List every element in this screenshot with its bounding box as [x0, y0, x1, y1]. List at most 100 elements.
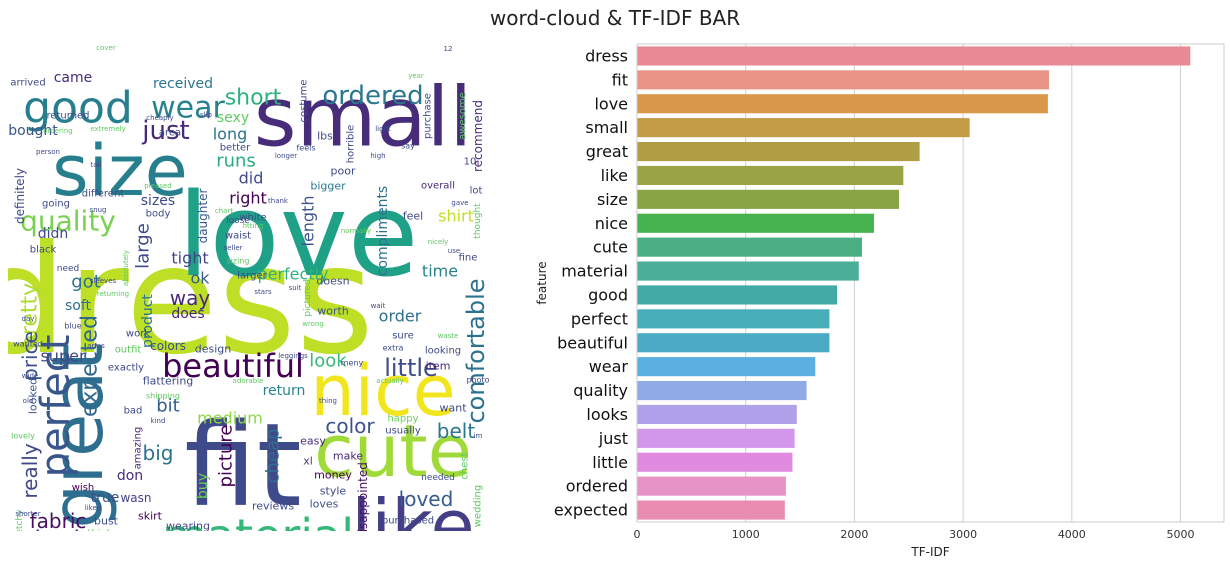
- cloud-word: blue: [64, 322, 81, 331]
- cloud-word: does: [171, 306, 204, 322]
- cloud-word: outfit: [115, 345, 142, 356]
- cloud-word: sleeves: [90, 277, 117, 285]
- x-tick-label: 3000: [949, 528, 977, 541]
- bar: [637, 452, 793, 472]
- bar: [637, 428, 795, 448]
- cloud-word: kind: [151, 417, 166, 425]
- cloud-word: sizes: [141, 193, 175, 209]
- cloud-word: high: [370, 152, 385, 160]
- cloud-word: cover: [96, 44, 116, 52]
- cloud-word: larger: [237, 271, 267, 282]
- cloud-word: perfectly: [257, 265, 328, 284]
- bar: [637, 46, 1191, 66]
- cloud-word: ordering: [43, 127, 73, 135]
- cloud-word: little: [384, 354, 438, 382]
- cloud-word: adorable: [233, 377, 264, 385]
- cloud-word: sizing: [227, 257, 250, 266]
- cloud-word: small: [254, 71, 472, 166]
- cloud-word: old: [23, 397, 34, 405]
- cloud-word: long: [213, 125, 248, 144]
- cloud-word: picture: [216, 425, 237, 488]
- cloud-word: sexy: [217, 110, 249, 126]
- cloud-word: colors: [150, 339, 186, 353]
- cloud-word: belt: [437, 419, 476, 443]
- cloud-word: extra: [383, 344, 404, 353]
- bar: [637, 261, 859, 281]
- cloud-word: wasn: [120, 491, 151, 505]
- cloud-word: going: [42, 199, 70, 210]
- cloud-word: length: [299, 196, 318, 247]
- cloud-word: absolutely: [122, 250, 130, 286]
- cloud-word: dress: [8, 214, 374, 388]
- cloud-word: fitting: [243, 222, 264, 230]
- cloud-word: costume: [299, 80, 310, 123]
- cloud-word: like: [351, 484, 474, 531]
- cloud-word: color: [325, 414, 375, 438]
- y-tick-label: quality: [573, 381, 628, 400]
- cloud-word: look: [309, 351, 347, 372]
- cloud-word: feels: [296, 144, 315, 153]
- cloud-word: poor: [331, 165, 356, 178]
- cloud-word: pleased: [144, 182, 171, 190]
- y-tick-label: small: [585, 118, 628, 137]
- cloud-word: actually: [376, 377, 404, 385]
- word-cloud: dresslovefitsmallsizenicecutegreatlikema…: [8, 44, 490, 532]
- cloud-word: tall: [91, 161, 102, 169]
- cloud-word: chest: [460, 452, 471, 479]
- cloud-word: easy: [300, 435, 326, 448]
- cloud-word: fine: [459, 253, 478, 264]
- cloud-word: worth: [317, 305, 349, 318]
- cloud-word: item: [426, 360, 451, 373]
- cloud-word: thank: [268, 197, 289, 205]
- cloud-word: wedding: [473, 485, 484, 528]
- cloud-word: suit: [289, 284, 302, 292]
- cloud-word: order: [379, 307, 422, 326]
- cloud-word: work: [126, 329, 150, 340]
- bar: [637, 357, 816, 377]
- cloud-word: slip: [200, 111, 213, 119]
- cloud-word: cheaply: [146, 114, 173, 122]
- bar: [637, 476, 786, 496]
- cloud-word: reviews: [252, 500, 294, 513]
- cloud-word: love: [177, 169, 418, 303]
- cloud-word: flattering: [143, 375, 194, 388]
- cloud-word: great: [37, 343, 119, 528]
- cloud-word: looked: [27, 378, 40, 414]
- cloud-word: purchased: [382, 516, 434, 527]
- y-tick-label: perfect: [571, 309, 628, 328]
- y-tick-label: expected: [554, 501, 628, 520]
- cloud-word: comfortable: [462, 278, 490, 423]
- y-tick-label: great: [586, 142, 628, 161]
- cloud-word: 10: [464, 157, 477, 168]
- cloud-word: money: [314, 469, 352, 482]
- cloud-word: extremely: [90, 125, 125, 133]
- cloud-word: wearing: [166, 520, 210, 532]
- cloud-word: beautiful: [162, 347, 304, 385]
- cloud-word: material: [162, 509, 354, 531]
- cloud-word: bought: [8, 123, 58, 139]
- cloud-word: big: [143, 441, 174, 465]
- cloud-word: bigger: [310, 180, 346, 193]
- cloud-word: fit: [184, 399, 302, 531]
- cloud-word: wear: [151, 91, 225, 126]
- cloud-word: ok: [190, 269, 210, 288]
- cloud-word: wide: [22, 372, 38, 380]
- cloud-word: quality: [20, 205, 116, 238]
- cloud-word: happy: [387, 414, 418, 425]
- bar: [637, 165, 904, 186]
- cloud-word: meny: [341, 359, 364, 368]
- cloud-word: thought: [473, 203, 483, 239]
- cloud-word: recommend: [471, 100, 485, 172]
- cloud-word: just: [141, 116, 189, 146]
- x-tick-label: 1000: [732, 528, 760, 541]
- cloud-word: cheap: [263, 429, 284, 484]
- y-tick-label: little: [592, 453, 628, 472]
- cloud-word: shirt: [438, 207, 474, 226]
- cloud-word: wish: [72, 483, 95, 494]
- cloud-word: tight: [171, 249, 208, 268]
- cloud-word: wanted: [13, 340, 43, 349]
- cloud-word: awesome: [458, 92, 469, 140]
- cloud-word: needed: [421, 473, 455, 483]
- y-tick-label: beautiful: [557, 333, 628, 352]
- cloud-word: return: [263, 383, 306, 399]
